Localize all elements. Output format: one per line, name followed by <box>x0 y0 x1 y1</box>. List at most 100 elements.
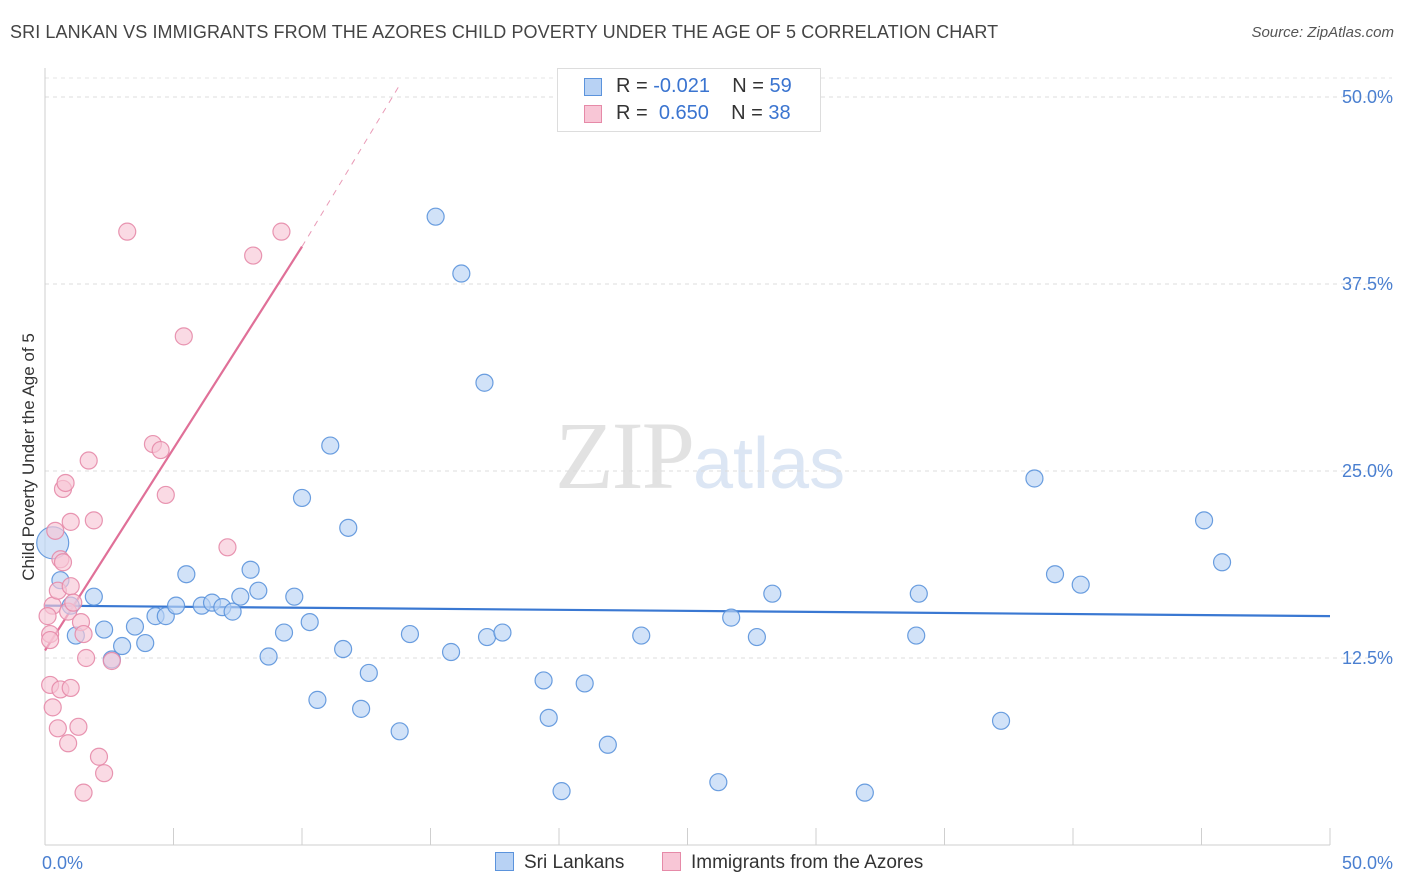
legend-n-label: N = <box>732 75 764 97</box>
azores-point <box>74 783 93 802</box>
x-tick-label: 0.0% <box>42 853 83 873</box>
bottom-legend-swatch-blue <box>495 852 514 871</box>
correlation-legend: R = -0.021 N = 59 R = 0.650 N = 38 <box>557 68 821 132</box>
sri-lankan-point <box>598 735 617 754</box>
axes <box>44 68 1331 846</box>
sri-lankan-point <box>1045 565 1065 584</box>
bottom-legend-label: Sri Lankans <box>524 852 625 873</box>
azores-point <box>69 717 88 736</box>
legend-n-label: N = <box>731 102 763 124</box>
sri-lankan-point <box>136 633 155 653</box>
legend-r-value: 0.650 <box>658 102 709 124</box>
sri-lankan-point <box>493 623 512 642</box>
sri-lankan-point <box>125 617 145 636</box>
x-tick-label: 50.0% <box>1342 853 1393 873</box>
bottom-legend-label: Immigrants from the Azores <box>691 852 924 873</box>
sri-lankan-point <box>166 596 186 615</box>
azores-point <box>43 698 62 717</box>
y-tick-label: 12.5% <box>1342 648 1393 668</box>
sri-lankan-point <box>452 264 471 283</box>
sri-lankan-point <box>259 647 278 666</box>
legend-swatch-blue <box>584 78 602 96</box>
sri-lankan-point <box>709 773 728 792</box>
legend-r-value: -0.021 <box>653 75 710 97</box>
sri-lankan-point <box>223 602 242 621</box>
sri-lankan-point <box>907 626 926 645</box>
azores-point <box>156 485 175 505</box>
trend-lines <box>44 84 1331 652</box>
azores-point <box>102 651 121 671</box>
sri-lankan-point <box>722 608 741 627</box>
sri-lankan-point <box>321 436 340 455</box>
azores-trend-line <box>44 246 303 652</box>
bottom-legend-sri-lankans: Sri Lankans <box>495 852 624 874</box>
azores-point <box>59 734 78 753</box>
legend-n-value: 59 <box>769 75 792 97</box>
azores-point <box>151 440 170 460</box>
sri-lankans-trend-line <box>44 604 1331 618</box>
sri-lankan-point <box>249 581 268 600</box>
azores-point <box>272 222 291 241</box>
sri-lankan-point <box>334 639 353 659</box>
sri-lankan-point <box>390 722 409 741</box>
sri-lankan-point <box>1212 553 1232 572</box>
legend-r-label: R = <box>616 75 648 97</box>
chart-title: SRI LANKAN VS IMMIGRANTS FROM THE AZORES… <box>10 22 999 42</box>
sri-lankan-point <box>241 560 260 579</box>
azores-point <box>77 648 96 668</box>
sri-lankan-point <box>95 620 114 639</box>
sri-lankan-point <box>292 488 312 508</box>
sri-lankan-point <box>763 584 782 603</box>
azores-point <box>61 577 80 596</box>
azores-point <box>61 678 80 698</box>
sri-lankan-point <box>308 690 327 709</box>
sri-lankan-point <box>177 565 196 584</box>
azores-point <box>53 553 73 572</box>
source-label: Source: ZipAtlas.com <box>1251 24 1394 41</box>
azores-point <box>64 593 83 612</box>
sri-lankan-point <box>441 642 461 662</box>
azores-point <box>56 473 75 493</box>
azores-point <box>218 538 237 557</box>
sri-lankan-point <box>231 587 250 606</box>
sri-lankan-point <box>400 624 420 644</box>
sri-lankan-point <box>285 587 304 606</box>
sri-lankan-point <box>855 783 874 802</box>
azores-point <box>46 521 65 540</box>
sri-lankan-point <box>539 708 558 727</box>
y-tick-label: 37.5% <box>1342 274 1393 294</box>
y-tick-label: 50.0% <box>1342 87 1393 107</box>
azores-point <box>118 222 137 241</box>
sri-lankan-point <box>339 518 358 537</box>
azores-point <box>79 451 98 470</box>
bottom-legend-azores: Immigrants from the Azores <box>662 852 923 874</box>
sri-lankan-point <box>274 623 294 642</box>
azores-point <box>38 607 57 626</box>
watermark: ZIPatlas <box>555 400 845 511</box>
sri-lankan-point <box>575 674 594 693</box>
tick-labels: 12.5% 25.0% 37.5% 50.0% 0.0% 50.0% Child Pover… <box>19 87 1393 873</box>
azores-point <box>48 719 67 738</box>
sri-lankan-point <box>359 663 378 683</box>
sri-lankan-point <box>300 612 319 632</box>
sri-lankan-point <box>84 587 103 606</box>
azores-point <box>244 246 263 265</box>
sri-lankan-point <box>632 626 651 645</box>
y-axis-label: Child Poverty Under the Age of 5 <box>19 333 38 581</box>
azores-point <box>61 512 80 531</box>
azores-point <box>84 511 103 530</box>
azores-point <box>74 624 93 644</box>
sri-lankan-point <box>112 636 132 656</box>
azores-point <box>41 630 60 650</box>
sri-lankan-point <box>426 207 445 226</box>
sri-lankan-point <box>352 699 371 718</box>
bottom-legend-swatch-pink <box>662 852 681 871</box>
y-tick-label: 25.0% <box>1342 461 1393 481</box>
sri-lankan-point <box>477 627 497 647</box>
sri-lankan-point <box>534 671 553 690</box>
watermark-zip: ZIP <box>555 402 695 509</box>
sri-lankan-point <box>1071 575 1090 594</box>
sri-lankan-point <box>475 373 494 392</box>
sri-lankan-point <box>909 584 928 603</box>
